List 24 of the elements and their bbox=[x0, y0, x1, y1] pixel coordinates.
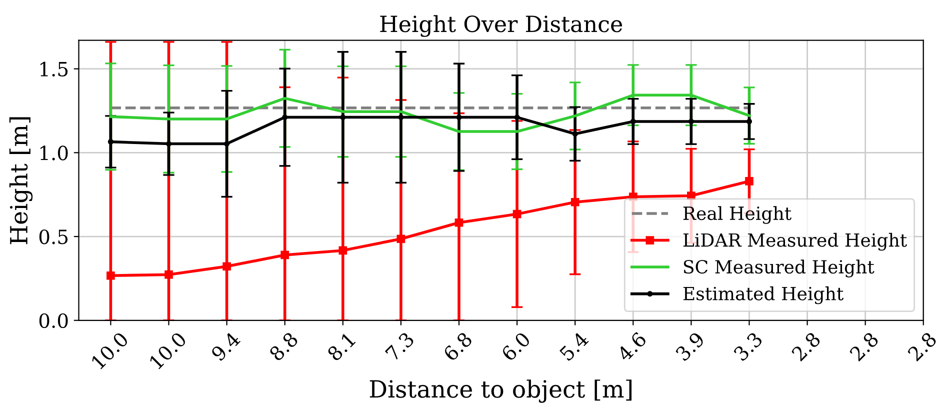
x-tick-label: 5.4 bbox=[558, 331, 590, 362]
y-axis-title: Height [m] bbox=[9, 117, 33, 244]
x-tick-label: 6.0 bbox=[500, 331, 532, 362]
x-tick-label: 6.8 bbox=[442, 331, 473, 362]
x-axis-title: Distance to object [m] bbox=[370, 380, 632, 403]
y-tick-label: 1.0 bbox=[40, 146, 68, 160]
x-tick-label: 2.8 bbox=[906, 331, 938, 362]
x-tick-label: 7.3 bbox=[384, 331, 415, 362]
x-tick-label: 8.8 bbox=[268, 331, 299, 362]
x-tick-label: 2.8 bbox=[790, 331, 822, 362]
chart-title: Height Over Distance bbox=[380, 15, 622, 37]
legend-label: SC Measured Height bbox=[684, 260, 874, 278]
x-tick-label: 8.1 bbox=[326, 332, 356, 362]
legend-label: LiDAR Measured Height bbox=[683, 232, 907, 251]
x-tick-label: 3.3 bbox=[732, 331, 764, 362]
x-tick-label: 2.8 bbox=[848, 331, 880, 362]
x-tick-label: 9.4 bbox=[210, 331, 242, 362]
y-tick-label: 0.5 bbox=[39, 229, 68, 244]
x-tick-label: 4.6 bbox=[616, 331, 648, 362]
y-tick-label: 0.0 bbox=[39, 313, 68, 328]
legend-label: Estimated Height bbox=[683, 286, 844, 304]
y-tick-label: 1.5 bbox=[40, 62, 68, 76]
x-tick-label: 3.9 bbox=[674, 331, 706, 362]
legend-label: Real Height bbox=[683, 206, 792, 224]
